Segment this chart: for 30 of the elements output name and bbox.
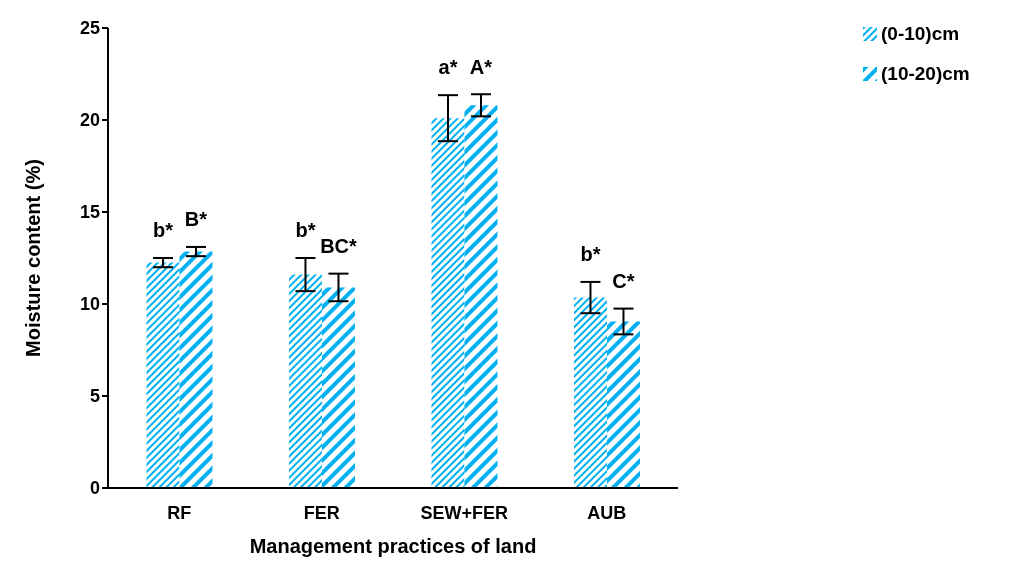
- legend-label: (10-20)cm: [881, 63, 970, 85]
- bar: [179, 251, 213, 488]
- y-tick-label: 10: [79, 294, 100, 315]
- annotation: b*: [295, 219, 316, 242]
- y-axis-title: Moisture content (%): [22, 159, 45, 357]
- y-tick-label: 25: [79, 18, 100, 39]
- annotation: A*: [469, 55, 493, 78]
- bar: [146, 262, 180, 488]
- x-tick-label: FER: [303, 502, 340, 523]
- x-axis-title: Management practices of land: [249, 535, 537, 557]
- bar: [288, 274, 322, 488]
- y-tick-label: 5: [89, 386, 100, 407]
- bar: [321, 287, 355, 488]
- legend-label: (0-10)cm: [881, 23, 960, 45]
- y-tick-label: 0: [89, 478, 100, 499]
- annotation: a*: [438, 56, 458, 79]
- annotation: BC*: [320, 234, 358, 257]
- bar: [573, 297, 607, 488]
- bar: [606, 321, 640, 488]
- annotation: C*: [612, 269, 635, 292]
- bar: [431, 118, 465, 488]
- x-tick-label: RF: [167, 502, 192, 523]
- bar: [464, 105, 498, 488]
- annotation: b*: [580, 243, 601, 266]
- annotation: B*: [184, 208, 208, 231]
- y-tick-label: 20: [79, 110, 100, 131]
- x-tick-label: SEW+FER: [420, 502, 509, 523]
- x-tick-label: AUB: [587, 502, 627, 523]
- y-tick-label: 15: [79, 202, 100, 223]
- annotation: b*: [152, 219, 174, 242]
